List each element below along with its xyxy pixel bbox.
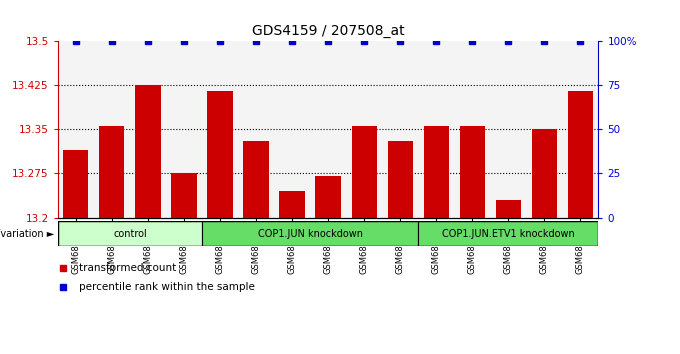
Bar bbox=[562, 41, 598, 218]
FancyBboxPatch shape bbox=[58, 221, 202, 246]
Bar bbox=[202, 41, 238, 218]
Bar bbox=[207, 91, 233, 218]
Text: genotype/variation ►: genotype/variation ► bbox=[0, 229, 54, 239]
Bar bbox=[135, 85, 160, 218]
Bar bbox=[388, 141, 413, 218]
FancyBboxPatch shape bbox=[202, 221, 418, 246]
Bar bbox=[352, 126, 377, 218]
Text: COP1.JUN.ETV1 knockdown: COP1.JUN.ETV1 knockdown bbox=[442, 229, 575, 239]
Text: control: control bbox=[113, 229, 147, 239]
Bar bbox=[58, 41, 94, 218]
FancyBboxPatch shape bbox=[418, 221, 598, 246]
Bar bbox=[454, 41, 490, 218]
Bar bbox=[238, 41, 274, 218]
Bar bbox=[418, 41, 454, 218]
Bar bbox=[171, 173, 197, 218]
Bar bbox=[526, 41, 562, 218]
Bar bbox=[94, 41, 130, 218]
Bar bbox=[130, 41, 166, 218]
Bar bbox=[274, 41, 310, 218]
Bar bbox=[166, 41, 202, 218]
Bar bbox=[310, 41, 346, 218]
Bar bbox=[99, 126, 124, 218]
Bar bbox=[279, 191, 305, 218]
Bar bbox=[460, 126, 485, 218]
Bar bbox=[424, 126, 449, 218]
Text: transformed count: transformed count bbox=[80, 263, 177, 273]
Text: percentile rank within the sample: percentile rank within the sample bbox=[80, 282, 255, 292]
Bar bbox=[382, 41, 418, 218]
Bar bbox=[568, 91, 593, 218]
Bar bbox=[63, 150, 88, 218]
Bar bbox=[490, 41, 526, 218]
Bar bbox=[532, 129, 557, 218]
Bar bbox=[316, 176, 341, 218]
Bar bbox=[496, 200, 521, 218]
Title: GDS4159 / 207508_at: GDS4159 / 207508_at bbox=[252, 24, 405, 38]
Text: COP1.JUN knockdown: COP1.JUN knockdown bbox=[258, 229, 362, 239]
Bar bbox=[243, 141, 269, 218]
Bar bbox=[346, 41, 382, 218]
